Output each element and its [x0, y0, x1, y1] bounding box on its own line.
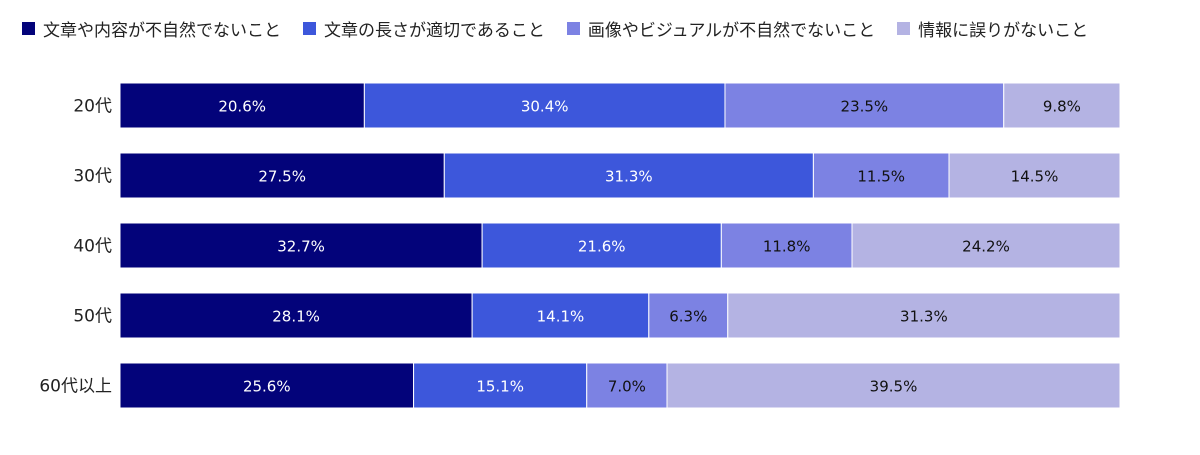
- data-label: 30.4%: [521, 98, 569, 116]
- legend-label: 文章や内容が不自然でないこと: [43, 21, 281, 41]
- legend-item: 文章や内容が不自然でないこと: [22, 16, 281, 41]
- data-label: 9.8%: [1043, 98, 1081, 116]
- bar-segment: [851, 222, 1121, 269]
- legend-swatch: [22, 22, 35, 35]
- data-label: 11.5%: [857, 168, 905, 186]
- bar-segment: [119, 222, 483, 269]
- legend-swatch: [303, 22, 316, 35]
- category-label: 20代: [73, 97, 112, 117]
- bar-segment: [948, 152, 1121, 199]
- bar-segment: [666, 362, 1121, 409]
- data-label: 28.1%: [272, 308, 320, 326]
- bar-segment: [812, 152, 950, 199]
- legend-item: 文章の長さが適切であること: [303, 16, 545, 41]
- data-label: 14.1%: [537, 308, 585, 326]
- data-label: 15.1%: [476, 378, 524, 396]
- bar-segment: [119, 292, 473, 339]
- bar-segment: [119, 152, 445, 199]
- bar-segment: [648, 292, 729, 339]
- legend-swatch: [897, 22, 911, 35]
- data-label: 32.7%: [277, 238, 325, 256]
- bar-segment: [471, 292, 650, 339]
- bar-segment: [119, 362, 415, 409]
- legend-label: 情報に誤りがないこと: [918, 21, 1089, 41]
- bar-segment: [119, 82, 365, 129]
- data-label: 21.6%: [578, 238, 626, 256]
- category-label: 60代以上: [39, 377, 112, 397]
- legend-label: 画像やビジュアルが不自然でないこと: [587, 21, 876, 41]
- data-label: 24.2%: [962, 238, 1010, 256]
- legend-item: 画像やビジュアルが不自然でないこと: [566, 16, 876, 41]
- data-label: 31.3%: [900, 308, 948, 326]
- category-label: 40代: [73, 237, 112, 257]
- data-label: 14.5%: [1011, 168, 1059, 186]
- legend-label: 文章の長さが適切であること: [324, 21, 545, 41]
- data-label: 25.6%: [243, 378, 291, 396]
- bar-segment: [1003, 82, 1121, 129]
- category-label: 50代: [73, 307, 112, 327]
- bar-segment: [724, 82, 1005, 129]
- bar-segment: [727, 292, 1121, 339]
- bar-segment: [363, 82, 726, 129]
- data-label: 23.5%: [841, 98, 889, 116]
- category-label: 30代: [73, 167, 112, 187]
- data-label: 39.5%: [870, 378, 918, 396]
- data-label: 31.3%: [605, 168, 653, 186]
- legend-swatch: [566, 22, 580, 35]
- data-label: 27.5%: [258, 168, 306, 186]
- legend: 文章や内容が不自然でないこと 文章の長さが適切であること 画像やビジュアルが不自然で…: [22, 16, 1088, 41]
- bar-segment: [443, 152, 814, 199]
- data-label: 11.8%: [763, 238, 811, 256]
- bar-segment: [481, 222, 722, 269]
- legend-item: 情報に誤りがないこと: [897, 16, 1088, 41]
- data-label: 20.6%: [218, 98, 266, 116]
- data-label: 7.0%: [608, 378, 646, 396]
- bar-segment: [413, 362, 588, 409]
- data-label: 6.3%: [669, 308, 707, 326]
